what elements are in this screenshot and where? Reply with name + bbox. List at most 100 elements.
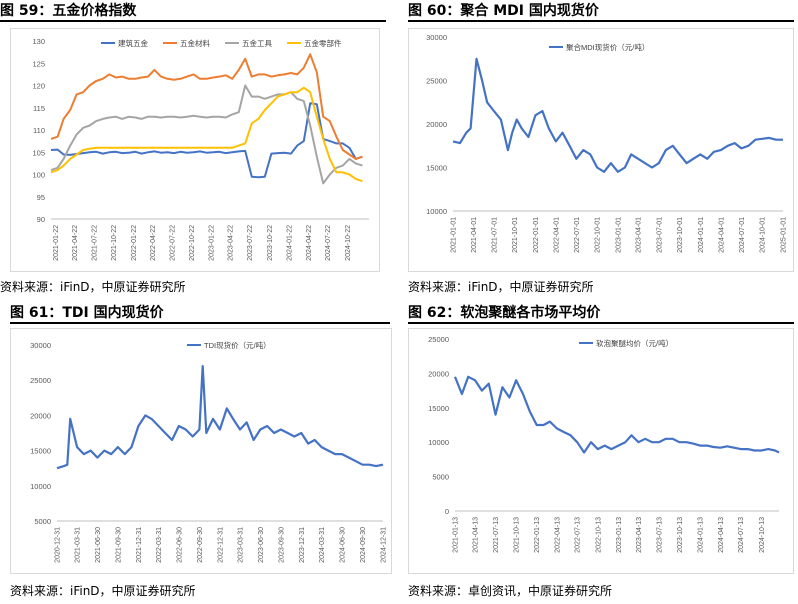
- x-tick-label: 2024-01-01: [698, 217, 705, 253]
- x-tick-label: 2021-07-22: [92, 225, 99, 261]
- x-tick-label: 2025-01-01: [781, 217, 788, 253]
- legend-label: 建筑五金: [118, 38, 148, 48]
- x-tick-label: 2024-04-01: [718, 217, 725, 253]
- y-tick-label: 20000: [426, 120, 447, 129]
- panel-title: 图 62：软泡聚醚各市场平均价: [408, 305, 601, 321]
- legend-label: TDI现货价（元/吨）: [204, 340, 271, 350]
- x-tick-label: 2022-04-22: [150, 225, 157, 261]
- x-tick-label: 2021-10-13: [514, 517, 521, 553]
- x-tick-label: 2022-01-22: [131, 225, 138, 261]
- x-tick-label: 2021-09-30: [115, 527, 122, 563]
- x-tick-label: 2020-12-31: [55, 527, 62, 563]
- title-rule: [408, 20, 794, 22]
- series-line: [56, 364, 384, 470]
- x-tick-label: 2023-01-13: [616, 517, 623, 553]
- y-tick-label: 20000: [30, 411, 51, 420]
- x-tick-label: 2022-12-31: [217, 527, 224, 563]
- x-tick-label: 2024-04-13: [718, 517, 725, 553]
- y-tick-label: 25000: [30, 376, 51, 385]
- series-line: [453, 375, 780, 454]
- x-tick-label: 2023-07-22: [247, 225, 254, 261]
- x-tick-label: 2023-06-30: [258, 527, 265, 563]
- series-line: [50, 53, 363, 160]
- panel-title: 图 60：聚合 MDI 国内现货价: [408, 3, 599, 19]
- source-note: 资料来源：iFinD，中原证券研究所: [408, 280, 594, 294]
- legend-label: 五金材料: [180, 38, 210, 48]
- x-tick-label: 2021-04-01: [471, 217, 478, 253]
- x-tick-label: 2023-10-01: [677, 217, 684, 253]
- legend-label: 聚合MDI现货价（元/吨）: [566, 42, 649, 52]
- chart-svg: 10000 15000 20000 25000 30000 2021-01-01 2021-…: [426, 33, 788, 253]
- x-tick-label: 2023-04-13: [636, 517, 643, 553]
- chart-area: 10000 15000 20000 25000 30000 2021-01-01 2021-…: [408, 28, 794, 272]
- series-line: [50, 84, 363, 185]
- x-tick-label: 2024-04-22: [306, 225, 313, 261]
- y-tick-label: 90: [37, 215, 45, 224]
- series-line: [50, 102, 363, 179]
- y-tick-label: 115: [33, 104, 45, 113]
- x-tick-label: 2021-04-13: [473, 517, 480, 553]
- panel-60: 图 60：聚合 MDI 国内现货价 10000 15000 20000 25000 30…: [408, 0, 794, 300]
- source-note: 资料来源：卓创资讯，中原证券研究所: [408, 584, 613, 598]
- x-tick-label: 2024-07-22: [325, 225, 332, 261]
- x-tick-label: 2024-03-31: [319, 527, 326, 563]
- series-line: [50, 86, 363, 183]
- legend-label: 软泡聚醚均价（元/吨）: [596, 338, 673, 348]
- y-tick-label: 0: [445, 507, 449, 516]
- x-tick-label: 2022-01-01: [533, 217, 540, 253]
- y-tick-label: 125: [32, 59, 45, 68]
- x-tick-label: 2021-10-22: [111, 225, 118, 261]
- panel-59: 图 59：五金价格指数 90 95 100 105 110 115 120 125 130 202…: [0, 0, 386, 300]
- legend-label: 五金零部件: [304, 38, 342, 48]
- y-tick-label: 10000: [428, 438, 449, 447]
- x-tick-label: 2024-07-01: [739, 217, 746, 253]
- x-tick-label: 2024-10-22: [345, 225, 352, 261]
- x-tick-label: 2021-07-13: [493, 517, 500, 553]
- x-tick-label: 2023-10-22: [267, 225, 274, 261]
- chart-area: 90 95 100 105 110 115 120 125 130 2021-01-22 2021-…: [10, 28, 380, 272]
- x-tick-label: 2022-07-01: [574, 217, 581, 253]
- x-tick-label: 2022-03-31: [156, 527, 163, 563]
- x-tick-label: 2021-03-31: [75, 527, 82, 563]
- x-tick-label: 2023-01-22: [209, 225, 216, 261]
- y-tick-label: 30000: [426, 33, 447, 42]
- x-tick-label: 2023-04-01: [636, 217, 643, 253]
- panel-title: 图 61：TDI 国内现货价: [10, 305, 164, 321]
- x-tick-label: 2022-06-30: [176, 527, 183, 563]
- x-tick-label: 2023-03-31: [237, 527, 244, 563]
- x-tick-label: 2021-01-01: [451, 217, 458, 253]
- x-tick-label: 2022-07-13: [575, 517, 582, 553]
- y-tick-label: 105: [32, 148, 45, 157]
- y-tick-label: 5000: [34, 517, 51, 526]
- x-tick-label: 2022-09-30: [197, 527, 204, 563]
- y-tick-label: 10000: [30, 482, 51, 491]
- x-tick-label: 2022-01-13: [534, 517, 541, 553]
- panel-62: 图 62：软泡聚醚各市场平均价 0 5000 10000 15000 20000 2500…: [408, 302, 794, 602]
- x-tick-label: 2022-10-22: [189, 225, 196, 261]
- x-tick-label: 2021-04-22: [72, 225, 79, 261]
- x-tick-label: 2022-04-01: [553, 217, 560, 253]
- x-tick-label: 2023-01-01: [615, 217, 622, 253]
- x-tick-label: 2024-07-13: [738, 517, 745, 553]
- x-tick-label: 2023-07-13: [656, 517, 663, 553]
- x-tick-label: 2023-12-31: [299, 527, 306, 563]
- y-tick-label: 25000: [426, 77, 447, 86]
- x-tick-label: 2021-01-13: [453, 517, 460, 553]
- y-tick-label: 25000: [428, 335, 449, 344]
- y-tick-label: 10000: [426, 207, 447, 216]
- x-tick-label: 2022-04-13: [554, 517, 561, 553]
- chart-svg: 90 95 100 105 110 115 120 125 130 2021-01-22 2021-…: [32, 37, 369, 261]
- x-tick-label: 2024-09-30: [360, 527, 367, 563]
- y-tick-label: 95: [37, 193, 45, 202]
- legend-label: 五金工具: [242, 38, 272, 48]
- x-tick-label: 2024-06-30: [339, 527, 346, 563]
- y-tick-label: 15000: [426, 164, 447, 173]
- chart-area: 5000 10000 15000 20000 25000 30000 2020-12-31 2…: [10, 328, 392, 574]
- x-tick-label: 2023-07-01: [656, 217, 663, 253]
- x-tick-label: 2022-10-01: [595, 217, 602, 253]
- panel-title: 图 59：五金价格指数: [0, 3, 137, 19]
- x-tick-label: 2022-10-13: [595, 517, 602, 553]
- title-rule: [10, 322, 390, 324]
- y-tick-label: 100: [32, 171, 45, 180]
- y-tick-label: 120: [32, 82, 45, 91]
